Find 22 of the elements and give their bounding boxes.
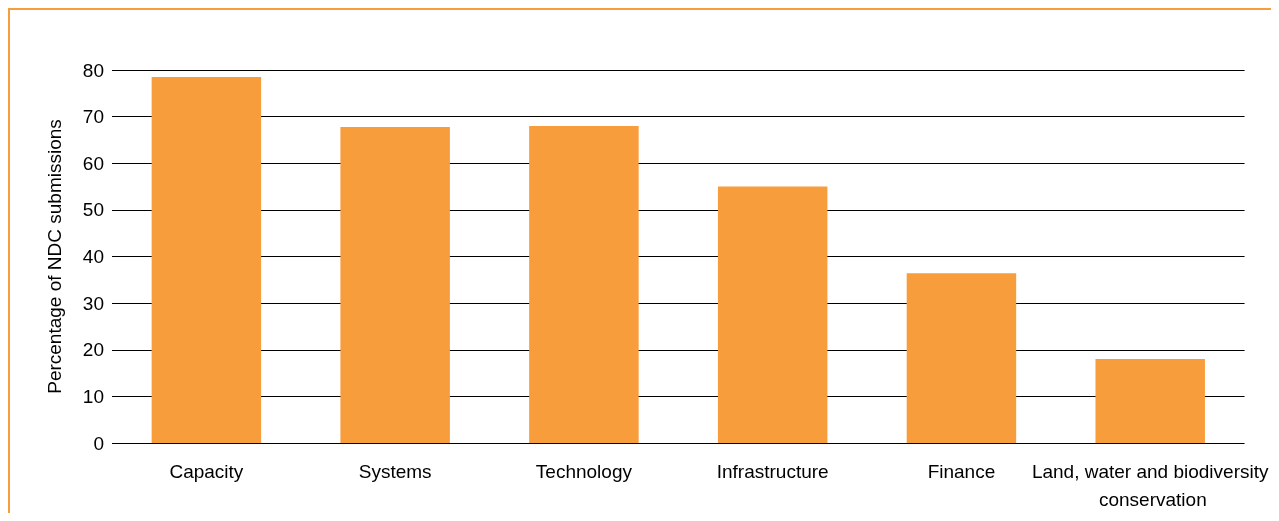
bar bbox=[529, 125, 639, 443]
bar bbox=[717, 186, 828, 443]
bar bbox=[1095, 359, 1205, 443]
y-tick-label: 60 bbox=[82, 152, 104, 174]
y-tick-label: 0 bbox=[93, 432, 104, 454]
x-tick-label: Systems bbox=[358, 460, 432, 482]
x-tick-label: Infrastructure bbox=[716, 460, 829, 482]
y-tick-label: 20 bbox=[82, 339, 104, 361]
x-tick-label: Finance bbox=[927, 460, 996, 482]
y-tick-label: 50 bbox=[82, 199, 104, 221]
bar bbox=[340, 126, 450, 443]
y-tick-label: 30 bbox=[82, 292, 104, 314]
y-tick-label: 80 bbox=[82, 59, 104, 81]
y-tick-label: 70 bbox=[82, 106, 104, 128]
x-tick-label: Land, water and biodiversity conservation bbox=[1031, 460, 1269, 510]
y-axis-title: Percentage of NDC submissions bbox=[44, 119, 65, 394]
bar bbox=[906, 273, 1017, 443]
y-tick-label: 40 bbox=[82, 246, 104, 267]
y-tick-label: 10 bbox=[82, 385, 104, 407]
bar bbox=[151, 76, 262, 443]
x-tick-label: Capacity bbox=[169, 460, 244, 482]
x-tick-label: Technology bbox=[535, 460, 633, 482]
